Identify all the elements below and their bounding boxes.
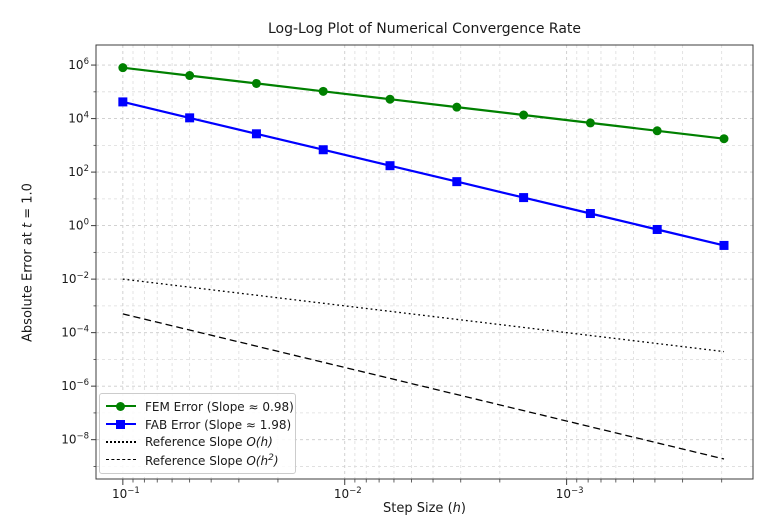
series-0 [118, 63, 729, 144]
series-1 [118, 97, 729, 250]
legend-line-circle-icon [106, 400, 136, 413]
chart-title: Log-Log Plot of Numerical Convergence Ra… [267, 21, 581, 37]
legend-label-ref-oh: Reference Slope O(h) [145, 435, 273, 450]
legend-item-ref-oh: Reference Slope O(h) [106, 434, 289, 452]
svg-text:10−2: 10−2 [61, 271, 89, 286]
svg-text:10−1: 10−1 [112, 486, 140, 501]
legend-item-ref-oh2: Reference Slope O(h2) [106, 451, 289, 469]
legend-item-fem: FEM Error (Slope ≈ 0.98) [106, 398, 294, 416]
y-label-text: Absolute Error at [20, 228, 36, 342]
legend-line-square-icon [106, 418, 136, 431]
y-axis-label: Absolute Error at t = 1.0 [21, 168, 36, 358]
tick-marks [91, 64, 723, 485]
axes-frame [95, 44, 754, 480]
x-label-suffix: ) [460, 501, 466, 516]
svg-text:10−2: 10−2 [334, 486, 362, 501]
svg-text:10−6: 10−6 [61, 378, 89, 393]
svg-text:10−8: 10−8 [61, 432, 89, 447]
legend-label-ref-oh2: Reference Slope O(h2) [145, 452, 279, 468]
series-2 [122, 278, 725, 353]
y-label-suffix: = 1.0 [20, 183, 36, 223]
series-3 [122, 313, 725, 460]
legend-dashed-line-icon [106, 454, 136, 467]
data-series [118, 63, 729, 460]
svg-text:100: 100 [68, 218, 89, 233]
svg-text:102: 102 [68, 164, 89, 179]
legend: FEM Error (Slope ≈ 0.98) FAB Error (Slop… [99, 393, 296, 474]
legend-dotted-line-icon [106, 436, 136, 449]
legend-label-fab: FAB Error (Slope ≈ 1.98) [145, 417, 292, 432]
tick-labels: 10−1 10−2 10−3 106 104 102 100 10−2 10−4 10−6 10−8 [61, 57, 583, 501]
x-axis-label: Step Size (h) [96, 501, 753, 516]
x-label-variable: h [452, 501, 461, 516]
x-label-text: Step Size ( [383, 501, 453, 516]
legend-label-fem: FEM Error (Slope ≈ 0.98) [145, 399, 294, 414]
svg-text:106: 106 [68, 57, 89, 72]
y-label-variable: t [20, 222, 36, 228]
svg-text:104: 104 [68, 111, 89, 126]
svg-text:10−3: 10−3 [556, 486, 584, 501]
legend-item-fab: FAB Error (Slope ≈ 1.98) [106, 416, 292, 434]
svg-text:10−4: 10−4 [61, 325, 89, 340]
